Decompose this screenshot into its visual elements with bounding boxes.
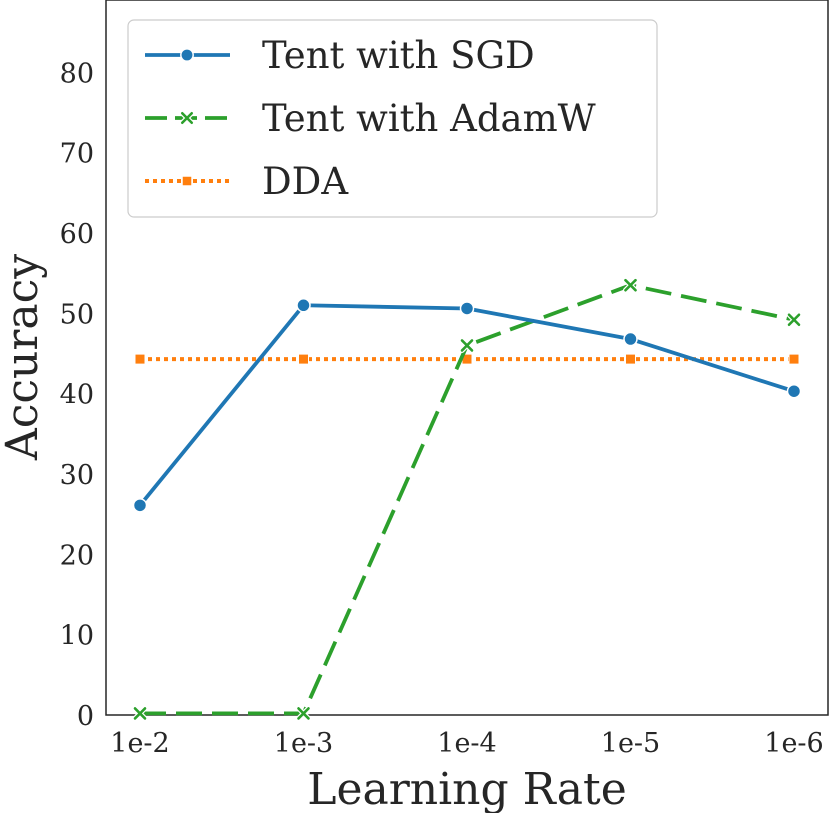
x-tick-label: 1e-2	[110, 728, 169, 759]
legend-label-tent-with-sgd: Tent with SGD	[262, 34, 535, 77]
y-tick-label: 0	[77, 701, 94, 732]
y-tick-label: 40	[60, 380, 94, 411]
data-point-dda	[298, 353, 309, 365]
x-tick-label: 1e-6	[764, 728, 823, 759]
y-tick-label: 10	[60, 621, 94, 652]
data-point-tent-with-adamw	[786, 312, 802, 328]
data-point-dda	[625, 353, 636, 365]
x-tick-label: 1e-5	[601, 728, 660, 759]
data-point-tent-with-sgd	[132, 498, 148, 513]
legend-item-dda: DDA	[145, 160, 349, 203]
data-point-tent-with-sgd	[623, 331, 638, 347]
y-tick-label: 20	[60, 540, 94, 571]
series-tent-with-sgd	[132, 298, 802, 513]
legend-marker-dda	[181, 175, 193, 187]
data-point-tent-with-adamw	[459, 337, 475, 353]
legend-box	[127, 19, 658, 218]
legend-item-tent-with-adamw: Tent with AdamW	[145, 97, 596, 140]
data-point-dda	[134, 353, 146, 365]
data-point-tent-with-adamw	[132, 705, 148, 721]
series-tent-with-adamw	[132, 277, 802, 721]
series-line-tent-with-adamw	[140, 283, 795, 716]
series-dda	[134, 353, 800, 365]
y-axis: 0 10 20 30 40 50 60 70 80	[60, 58, 94, 732]
data-point-tent-with-sgd	[296, 298, 311, 313]
legend-marker-tent-with-adamw	[179, 110, 195, 126]
legend: Tent with SGD Tent with AdamW DDA	[127, 19, 658, 218]
legend-label-tent-with-adamw: Tent with AdamW	[262, 97, 596, 140]
y-tick-label: 30	[60, 460, 94, 491]
y-tick-label: 70	[60, 139, 94, 170]
x-axis-title: Learning Rate	[307, 764, 627, 813]
y-tick-label: 80	[60, 58, 94, 89]
data-point-tent-with-adamw	[623, 277, 638, 293]
x-axis: 1e-2 1e-3 1e-4 1e-5 1e-6	[110, 728, 823, 759]
x-tick-label: 1e-4	[437, 728, 496, 759]
legend-label-dda: DDA	[262, 160, 349, 203]
data-point-tent-with-adamw	[296, 705, 311, 721]
y-axis-title: Accuracy	[0, 254, 48, 461]
legend-item-tent-with-sgd: Tent with SGD	[145, 34, 535, 77]
y-tick-label: 50	[60, 299, 94, 330]
series-layer	[132, 277, 802, 721]
data-point-tent-with-sgd	[786, 383, 802, 399]
legend-marker-tent-with-sgd	[180, 48, 194, 62]
data-point-dda	[788, 353, 800, 365]
y-tick-label: 60	[60, 219, 94, 250]
x-tick-label: 1e-3	[274, 728, 333, 759]
data-point-tent-with-sgd	[459, 301, 475, 316]
